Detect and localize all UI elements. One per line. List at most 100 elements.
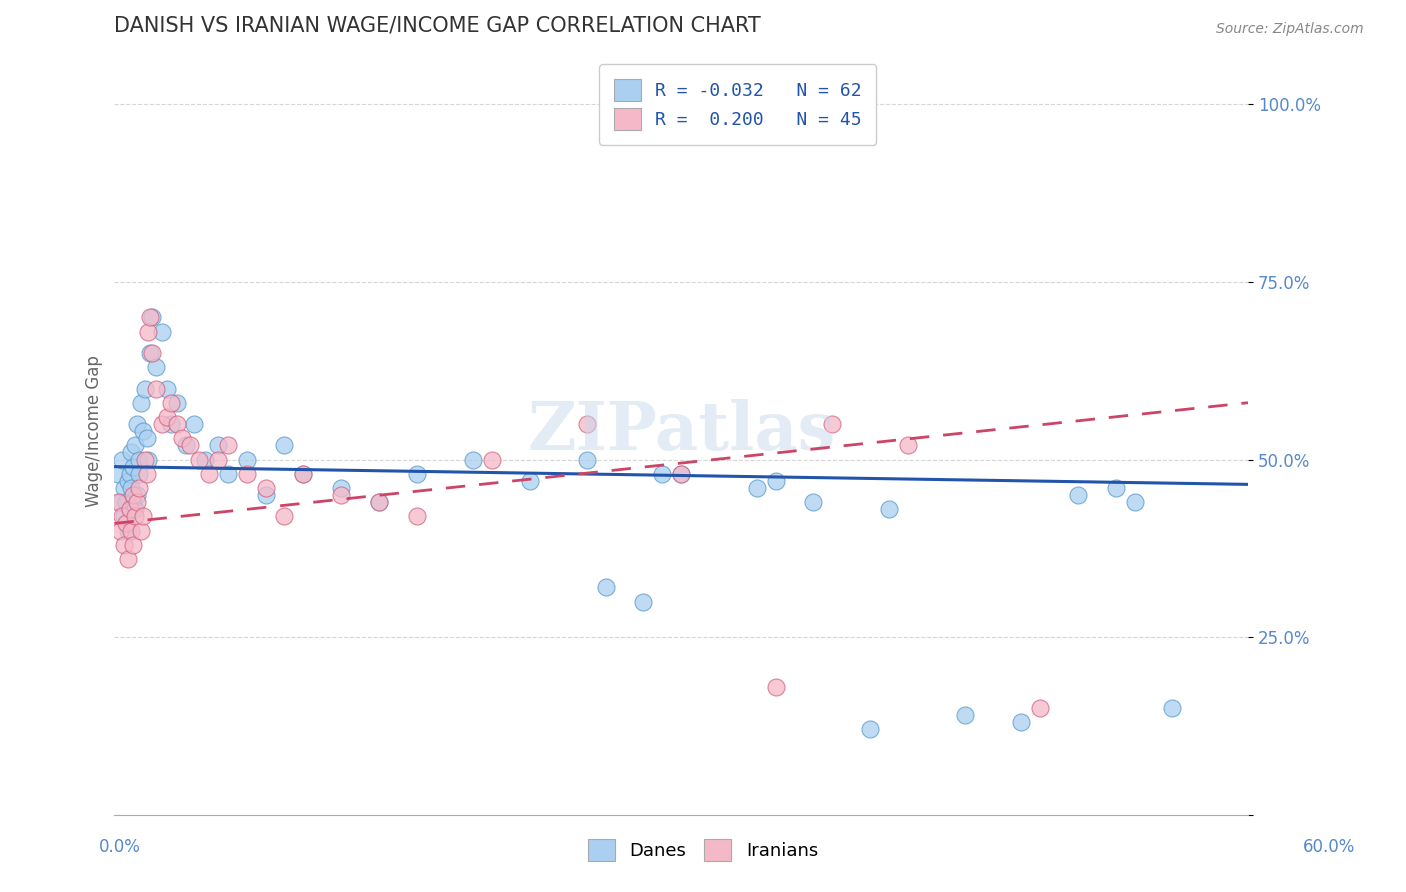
Point bbox=[118, 502, 141, 516]
Point bbox=[134, 382, 156, 396]
Point bbox=[135, 431, 157, 445]
Point bbox=[405, 467, 427, 481]
Point bbox=[122, 459, 145, 474]
Point bbox=[292, 467, 315, 481]
Point bbox=[138, 325, 160, 339]
Point bbox=[1010, 715, 1032, 730]
Point bbox=[125, 488, 148, 502]
Point bbox=[117, 552, 139, 566]
Point bbox=[821, 417, 844, 431]
Text: ZIPatlas: ZIPatlas bbox=[527, 399, 835, 464]
Point bbox=[765, 474, 787, 488]
Point bbox=[139, 346, 162, 360]
Point bbox=[124, 438, 146, 452]
Point bbox=[122, 538, 145, 552]
Point bbox=[859, 723, 882, 737]
Point bbox=[120, 524, 142, 538]
Point bbox=[217, 467, 239, 481]
Point bbox=[141, 346, 163, 360]
Point bbox=[166, 417, 188, 431]
Point bbox=[124, 509, 146, 524]
Point bbox=[254, 481, 277, 495]
Point bbox=[1105, 481, 1128, 495]
Point bbox=[172, 431, 194, 445]
Point bbox=[124, 502, 146, 516]
Point bbox=[150, 325, 173, 339]
Point bbox=[198, 467, 221, 481]
Point bbox=[128, 467, 150, 481]
Point bbox=[125, 495, 148, 509]
Point bbox=[803, 495, 825, 509]
Point bbox=[207, 438, 229, 452]
Legend: R = -0.032   N = 62, R =  0.200   N = 45: R = -0.032 N = 62, R = 0.200 N = 45 bbox=[599, 64, 876, 145]
Point bbox=[117, 474, 139, 488]
Point bbox=[132, 509, 155, 524]
Point bbox=[129, 395, 152, 409]
Point bbox=[519, 474, 541, 488]
Point bbox=[134, 452, 156, 467]
Point bbox=[575, 452, 598, 467]
Point bbox=[128, 452, 150, 467]
Point bbox=[254, 488, 277, 502]
Point bbox=[117, 524, 139, 538]
Point bbox=[141, 310, 163, 325]
Point bbox=[114, 495, 136, 509]
Point bbox=[122, 495, 145, 509]
Point bbox=[1029, 701, 1052, 715]
Text: 0.0%: 0.0% bbox=[98, 838, 141, 855]
Point bbox=[1067, 488, 1090, 502]
Text: DANISH VS IRANIAN WAGE/INCOME GAP CORRELATION CHART: DANISH VS IRANIAN WAGE/INCOME GAP CORREL… bbox=[114, 15, 761, 35]
Point bbox=[367, 495, 389, 509]
Point bbox=[135, 467, 157, 481]
Point bbox=[330, 481, 353, 495]
Point bbox=[150, 417, 173, 431]
Point bbox=[188, 452, 211, 467]
Legend: Danes, Iranians: Danes, Iranians bbox=[579, 830, 827, 870]
Point bbox=[112, 481, 135, 495]
Point bbox=[174, 438, 197, 452]
Point bbox=[112, 509, 135, 524]
Point bbox=[138, 452, 160, 467]
Point bbox=[651, 467, 673, 481]
Point bbox=[207, 452, 229, 467]
Point bbox=[897, 438, 920, 452]
Point bbox=[273, 438, 295, 452]
Point bbox=[145, 360, 167, 375]
Point bbox=[235, 467, 257, 481]
Point bbox=[463, 452, 485, 467]
Point bbox=[179, 438, 201, 452]
Point bbox=[139, 310, 162, 325]
Point bbox=[194, 452, 217, 467]
Point bbox=[292, 467, 315, 481]
Point bbox=[128, 481, 150, 495]
Point bbox=[745, 481, 768, 495]
Text: Source: ZipAtlas.com: Source: ZipAtlas.com bbox=[1216, 22, 1364, 37]
Point bbox=[1123, 495, 1146, 509]
Point bbox=[145, 382, 167, 396]
Point bbox=[877, 502, 900, 516]
Point bbox=[166, 395, 188, 409]
Point bbox=[183, 417, 205, 431]
Point bbox=[405, 509, 427, 524]
Text: 60.0%: 60.0% bbox=[1302, 838, 1355, 855]
Point bbox=[1161, 701, 1184, 715]
Point bbox=[953, 708, 976, 723]
Point bbox=[765, 680, 787, 694]
Point bbox=[669, 467, 692, 481]
Point bbox=[112, 538, 135, 552]
Y-axis label: Wage/Income Gap: Wage/Income Gap bbox=[86, 355, 103, 507]
Point bbox=[129, 524, 152, 538]
Point bbox=[160, 395, 183, 409]
Point bbox=[111, 509, 134, 524]
Point bbox=[111, 452, 134, 467]
Point bbox=[120, 445, 142, 459]
Point bbox=[575, 417, 598, 431]
Point bbox=[481, 452, 503, 467]
Point bbox=[367, 495, 389, 509]
Point bbox=[108, 524, 131, 538]
Point bbox=[330, 488, 353, 502]
Point bbox=[108, 495, 131, 509]
Point bbox=[122, 488, 145, 502]
Point bbox=[118, 467, 141, 481]
Point bbox=[132, 424, 155, 438]
